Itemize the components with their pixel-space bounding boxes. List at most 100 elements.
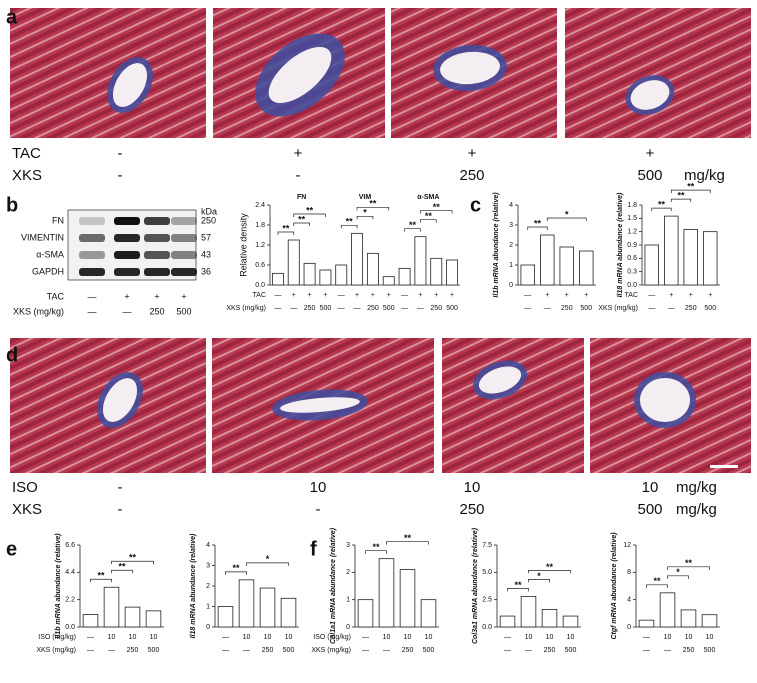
vessel xyxy=(630,80,670,110)
condition: 250 xyxy=(561,305,573,312)
condition: + xyxy=(124,291,129,301)
y-tick-label: 8 xyxy=(627,569,631,576)
significance: ** xyxy=(687,181,695,191)
kda-unit: kDa xyxy=(201,206,217,216)
bar xyxy=(319,269,332,286)
y-tick-label: 12 xyxy=(623,542,631,549)
panel-label: e xyxy=(6,538,17,560)
bar xyxy=(559,246,574,286)
panel-label: f xyxy=(310,538,317,560)
bar xyxy=(398,267,411,286)
band-kda: 43 xyxy=(201,249,211,259)
condition: 250 xyxy=(685,305,697,312)
condition: 10 xyxy=(285,634,293,641)
bar xyxy=(382,276,395,286)
condition: 10 xyxy=(706,634,714,641)
significance-bracket xyxy=(546,217,587,221)
band xyxy=(79,217,105,225)
bar xyxy=(217,606,234,628)
condition: - xyxy=(118,145,123,162)
condition: — xyxy=(243,647,250,654)
condition: + xyxy=(646,145,655,162)
condition: 10 xyxy=(243,634,251,641)
condition: + xyxy=(450,292,454,299)
vessel xyxy=(440,51,500,85)
condition: 10 xyxy=(264,634,272,641)
bar xyxy=(280,597,297,628)
condition: 10 xyxy=(525,634,533,641)
condition: — xyxy=(643,647,650,654)
condition: + xyxy=(323,292,327,299)
y-tick-label: 2 xyxy=(206,583,210,590)
condition: 10 xyxy=(685,634,693,641)
row-label: XKS (mg/kg) xyxy=(226,305,266,312)
significance-bracket xyxy=(386,541,429,545)
bar xyxy=(520,264,535,286)
condition: — xyxy=(354,305,361,312)
bar xyxy=(430,257,443,286)
condition: + xyxy=(434,292,438,299)
bar xyxy=(378,558,395,628)
significance-bracket xyxy=(225,571,247,575)
condition: 10 xyxy=(664,634,672,641)
bar xyxy=(520,595,537,628)
band xyxy=(171,251,197,259)
significance-bracket xyxy=(651,207,672,212)
condition: 500 xyxy=(565,647,577,654)
y-axis-title: Col1a1 mRNA abundance (relative) xyxy=(330,527,337,644)
condition: — xyxy=(504,647,511,654)
bar xyxy=(499,615,516,628)
bar xyxy=(540,234,555,286)
significance: * xyxy=(537,571,541,581)
condition: 10 xyxy=(642,479,659,496)
bar xyxy=(82,614,99,628)
band xyxy=(171,234,197,242)
bar xyxy=(703,231,718,286)
condition: — xyxy=(664,647,671,654)
condition: + xyxy=(308,292,312,299)
y-tick-label: 0.0 xyxy=(482,624,492,631)
significance-bracket xyxy=(293,222,310,226)
y-axis-title: Relative density xyxy=(238,213,248,277)
condition: - xyxy=(118,501,123,518)
y-axis-title: Il1b mRNA abundance (relative) xyxy=(55,533,62,639)
y-tick-label: 1.8 xyxy=(627,202,637,209)
row-label: XKS xyxy=(12,167,42,184)
band-kda: 36 xyxy=(201,266,211,276)
bar xyxy=(541,609,558,628)
y-tick-label: 1.2 xyxy=(255,242,265,249)
condition: — xyxy=(87,647,94,654)
condition: 500 xyxy=(320,305,332,312)
significance: ** xyxy=(298,214,306,224)
y-tick-label: 2.4 xyxy=(255,202,265,209)
bar xyxy=(664,215,679,286)
y-tick-label: 2 xyxy=(509,242,513,249)
significance-bracket xyxy=(111,560,154,565)
y-tick-label: 0.6 xyxy=(255,262,265,269)
histology-images xyxy=(10,8,751,473)
significance: ** xyxy=(658,199,666,209)
scale-bar xyxy=(710,465,738,468)
band-label: α-SMA xyxy=(36,249,64,259)
condition: + xyxy=(565,292,569,299)
band xyxy=(114,234,140,242)
condition: — xyxy=(524,305,531,312)
group-title: VIM xyxy=(359,194,372,201)
condition: 10 xyxy=(310,479,327,496)
group-title: FN xyxy=(297,194,306,201)
significance-bracket xyxy=(528,570,571,574)
significance: ** xyxy=(653,576,661,586)
unit: mg/kg xyxy=(684,167,725,184)
condition: + xyxy=(708,292,712,299)
significance: ** xyxy=(306,205,314,215)
condition: 250 xyxy=(683,647,695,654)
condition: 250 xyxy=(262,647,274,654)
condition: 250 xyxy=(149,306,164,316)
condition: — xyxy=(401,292,408,299)
condition: 250 xyxy=(367,305,379,312)
row-label: TAC xyxy=(625,292,638,299)
y-tick-label: 0 xyxy=(206,624,210,631)
band-kda: 57 xyxy=(201,232,211,242)
band xyxy=(144,251,170,259)
condition: — xyxy=(648,305,655,312)
